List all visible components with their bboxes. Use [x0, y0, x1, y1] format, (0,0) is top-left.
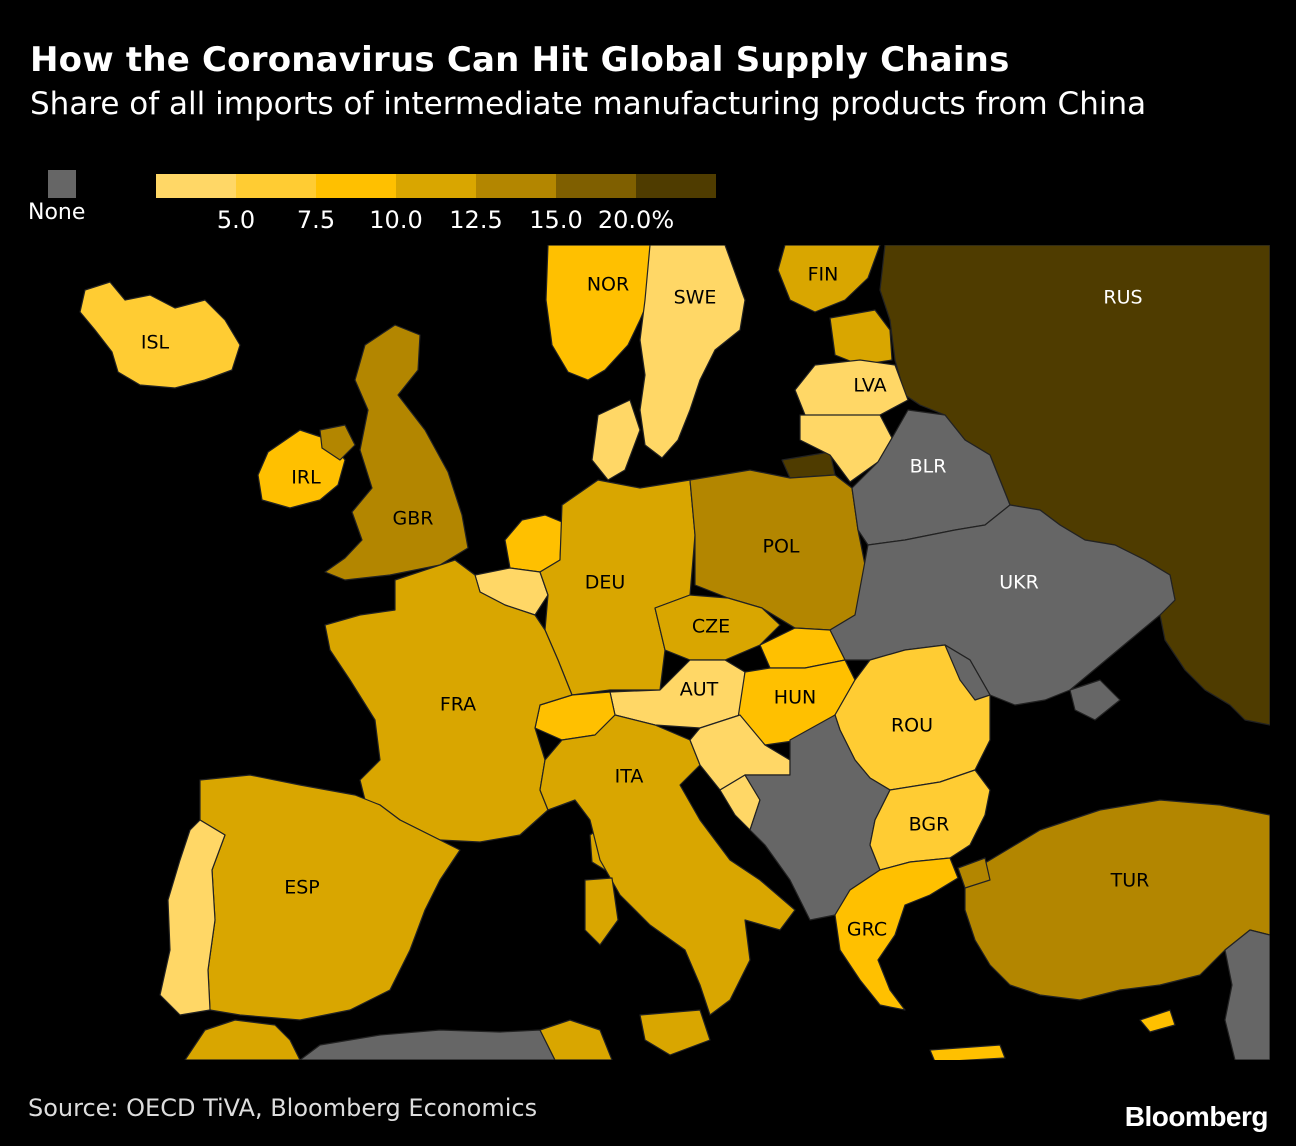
region-LVA [794, 359, 909, 419]
region-EST [829, 309, 893, 366]
legend-swatch-5 [476, 174, 556, 198]
label-NOR: NOR [587, 274, 629, 296]
legend-tick-10: 10.0 [369, 206, 423, 234]
legend-color-scale [156, 174, 716, 198]
label-TUR: TUR [1110, 870, 1150, 892]
label-GRC: GRC [847, 919, 887, 941]
region-PRT [159, 819, 226, 1016]
region-BGR [869, 769, 991, 871]
region-MAR [184, 1019, 301, 1060]
label-FRA: FRA [440, 694, 476, 716]
label-GBR: GBR [393, 508, 434, 530]
legend-tick-5: 5.0 [216, 206, 256, 234]
region-ITA-sardinia [584, 877, 619, 946]
region-GRC-crete [929, 1044, 1006, 1060]
region-RUS-kaliningrad [781, 451, 836, 479]
legend-none-swatch [48, 170, 76, 198]
bloomberg-logo: Bloomberg [1124, 1101, 1269, 1132]
legend-swatch-6 [556, 174, 636, 198]
region-ITA [539, 714, 796, 1016]
region-GRC [834, 857, 959, 1011]
region-TUR-thrace [957, 857, 991, 889]
label-CZE: CZE [692, 616, 730, 638]
source-note: Source: OECD TiVA, Bloomberg Economics [28, 1094, 538, 1122]
region-SWE [639, 245, 746, 459]
legend-swatch-1 [156, 174, 236, 198]
legend-none-label: None [28, 200, 86, 225]
label-BGR: BGR [909, 814, 950, 836]
region-FRA [324, 559, 573, 843]
legend-swatch-3 [316, 174, 396, 198]
legend-swatch-4 [396, 174, 476, 198]
legend-tick-12-5: 12.5 [449, 206, 503, 234]
label-ISL: ISL [141, 332, 170, 354]
legend-swatch-7 [636, 174, 716, 198]
region-SYR [1224, 929, 1270, 1060]
region-GBR [324, 324, 469, 581]
label-ROU: ROU [891, 715, 933, 737]
legend-tick-15: 15.0 [529, 206, 583, 234]
region-CZE [654, 594, 781, 661]
legend-tick-7-5: 7.5 [296, 206, 336, 234]
label-FIN: FIN [808, 264, 839, 286]
label-BLR: BLR [910, 456, 947, 478]
region-CYP [1139, 1009, 1176, 1033]
label-HUN: HUN [774, 687, 816, 709]
label-ITA: ITA [615, 766, 644, 788]
legend-swatch-2 [236, 174, 316, 198]
label-IRL: IRL [291, 467, 321, 489]
label-POL: POL [763, 536, 800, 558]
chart-subtitle: Share of all imports of intermediate man… [30, 86, 1147, 122]
label-UKR: UKR [999, 572, 1039, 594]
region-DZA [299, 1029, 556, 1060]
region-GBR-ni [319, 424, 356, 461]
label-DEU: DEU [585, 572, 626, 594]
region-NOR [545, 245, 656, 381]
chart-title: How the Coronavirus Can Hit Global Suppl… [30, 40, 1010, 80]
region-UKR-crimea [1069, 679, 1121, 721]
region-ITA-sicily [639, 1009, 711, 1056]
label-LVA: LVA [853, 375, 886, 397]
region-ISL [79, 281, 241, 389]
label-AUT: AUT [680, 679, 719, 701]
region-MDA [944, 644, 991, 701]
region-FIN [777, 245, 881, 313]
region-TUR [964, 799, 1270, 1001]
country-labels: ISL NOR SWE FIN RUS LVA IRL GBR BLR DEU … [141, 264, 1149, 941]
legend-tick-20: 20.0% [597, 206, 675, 234]
label-SWE: SWE [674, 287, 717, 309]
region-TUN [539, 1019, 613, 1060]
label-ESP: ESP [284, 877, 320, 899]
region-DNK [591, 399, 641, 481]
label-RUS: RUS [1103, 287, 1142, 309]
region-LTU [799, 414, 893, 483]
